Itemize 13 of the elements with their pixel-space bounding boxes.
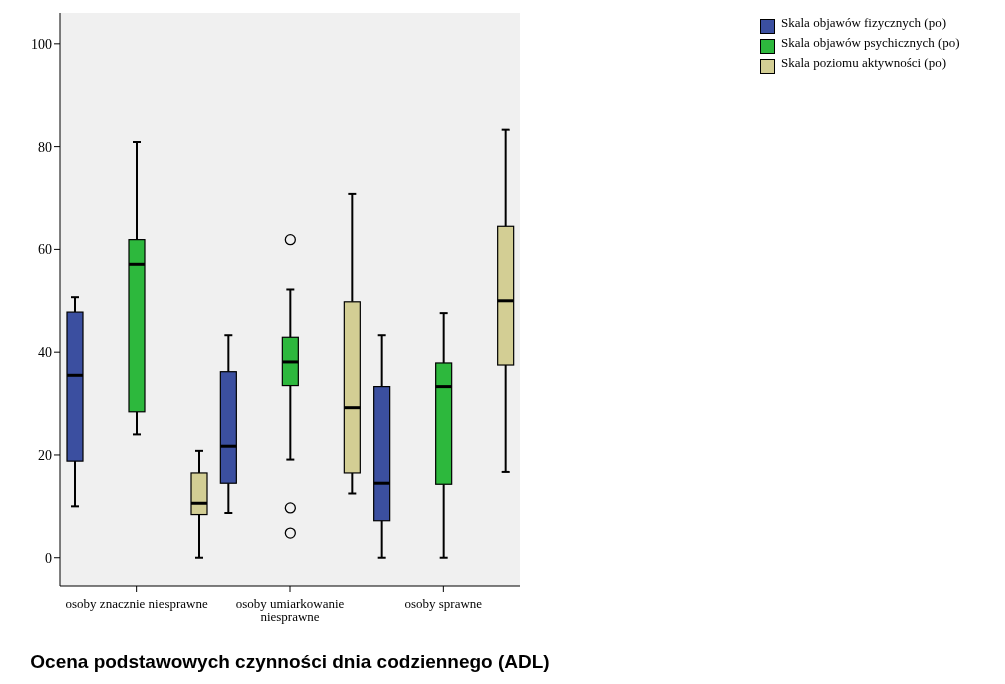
legend-label: Skala poziomu aktywności (po) <box>781 55 947 70</box>
x-tick-label: osoby znacznie niesprawne <box>65 596 208 611</box>
y-tick-label: 80 <box>38 139 52 155</box>
x-tick-label: osoby sprawne <box>404 596 483 611</box>
y-tick-label: 20 <box>38 447 52 463</box>
x-tick-label: osoby umiarkowanie niesprawne <box>235 596 345 624</box>
y-tick-label: 60 <box>38 242 52 258</box>
x-axis-title: Ocena podstawowych czynności dnia codziennego (ADL) <box>30 651 550 672</box>
y-tick-label: 0 <box>45 550 52 566</box>
legend-label: Skala objawów fizycznych (po) <box>781 15 947 30</box>
legend-label: Skala objawów psychicznych (po) <box>781 35 961 50</box>
y-tick-label: 100 <box>31 36 52 52</box>
y-tick-label: 40 <box>38 345 52 361</box>
